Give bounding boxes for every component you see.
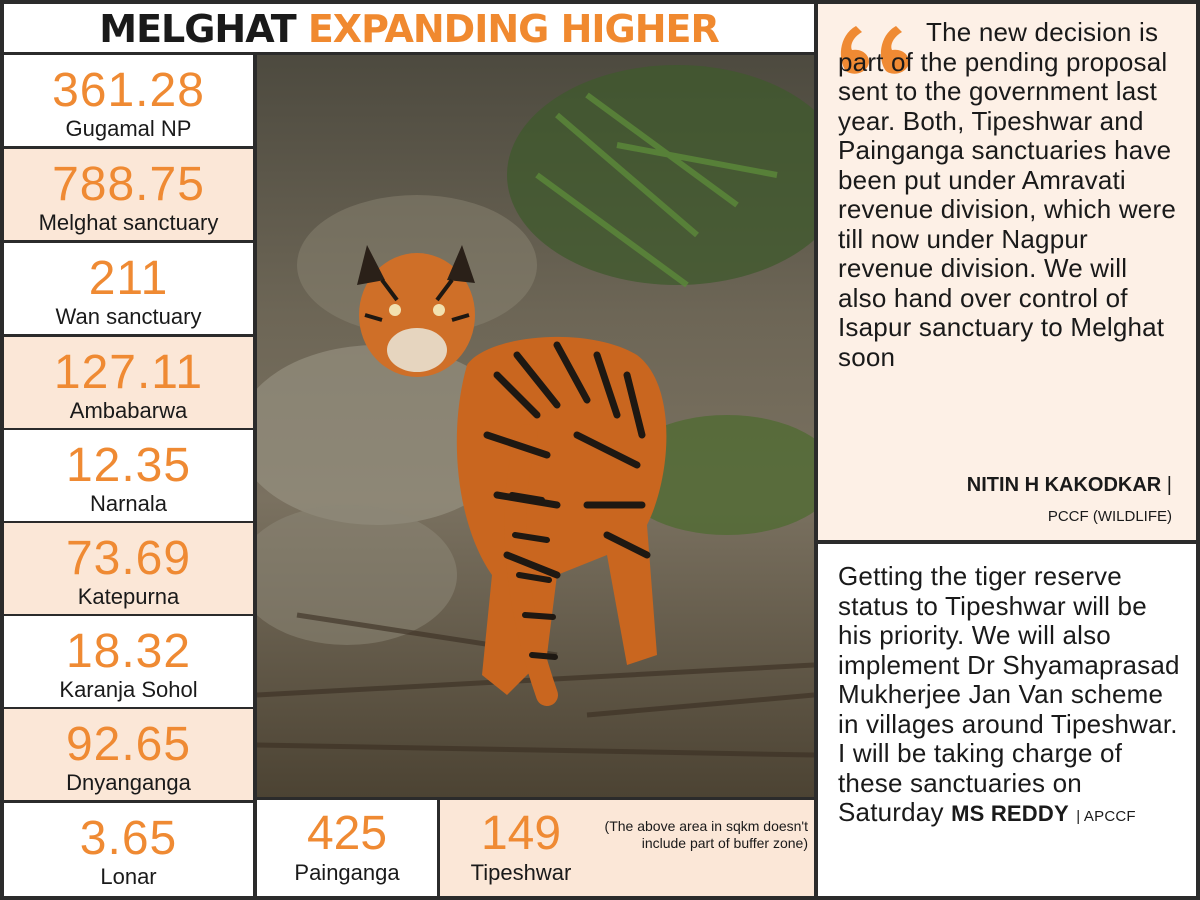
stat-ambabarwa: 127.11 Ambabarwa <box>4 337 253 428</box>
stat-value: 12.35 <box>65 439 192 492</box>
stat-value: 92.65 <box>65 718 192 771</box>
stat-value: 18.32 <box>65 625 192 678</box>
stat-label: Dnyanganga <box>66 770 191 795</box>
stat-value: 127.11 <box>53 346 204 399</box>
stat-tipeshwar: 149 Tipeshwar <box>440 800 602 886</box>
stat-label: Gugamal NP <box>65 116 192 141</box>
quote-reddy: Getting the tiger reserve status to Tipe… <box>818 544 1196 896</box>
stat-label: Painganga <box>294 860 400 885</box>
stat-value: 149 <box>480 807 562 860</box>
quote-text: The new decision is part of the pending … <box>838 17 1176 372</box>
stat-value: 211 <box>88 252 169 305</box>
stat-value: 425 <box>306 807 388 860</box>
stat-narnala: 12.35 Narnala <box>4 430 253 521</box>
stat-wan: 211 Wan sanctuary <box>4 243 253 334</box>
stat-value: 3.65 <box>79 812 178 865</box>
stat-label: Tipeshwar <box>470 860 572 885</box>
quote-mark-icon <box>840 26 910 74</box>
stat-label: Narnala <box>89 491 168 516</box>
stat-painganga: 425 Painganga <box>257 800 437 896</box>
stat-label: Wan sanctuary <box>55 304 202 329</box>
area-footnote: (The above area in sqkm doesn't include … <box>604 818 808 851</box>
stat-gugamal: 361.28 Gugamal NP <box>4 55 253 146</box>
stat-label: Katepurna <box>77 584 180 609</box>
stat-label: Karanja Sohol <box>59 677 198 702</box>
stat-dnyanganga: 92.65 Dnyanganga <box>4 709 253 800</box>
author-name: NITIN H KAKODKAR <box>966 474 1162 496</box>
tiger-illustration <box>257 65 814 758</box>
quote-author: MS REDDY <box>951 801 1069 826</box>
quote-kakodkar: The new decision is part of the pending … <box>818 4 1196 540</box>
stat-melghat: 788.75 Melghat sanctuary <box>4 149 253 240</box>
stat-label: Lonar <box>100 864 157 889</box>
title-part-1: MELGHAT <box>99 7 296 51</box>
quote-body: Getting the tiger reserve status to Tipe… <box>838 561 1180 827</box>
stat-label: Melghat sanctuary <box>38 210 219 235</box>
stat-karanja-sohol: 18.32 Karanja Sohol <box>4 616 253 707</box>
author-separator: | <box>1166 474 1172 496</box>
stat-value: 788.75 <box>52 158 205 211</box>
stat-katepurna: 73.69 Katepurna <box>4 523 253 614</box>
quote-author-role: PCCF (WILDLIFE) <box>1047 508 1172 525</box>
page-title: MELGHAT EXPANDING HIGHER <box>4 4 814 52</box>
bottom-peach-panel: 149 Tipeshwar <box>440 800 814 896</box>
stat-value: 361.28 <box>52 64 205 117</box>
title-part-2: EXPANDING HIGHER <box>307 7 720 51</box>
stat-value: 73.69 <box>65 532 192 585</box>
stat-label: Ambabarwa <box>69 398 188 423</box>
quote-author: NITIN H KAKODKAR | <box>967 474 1172 497</box>
quote-author-role: | APCCF <box>1076 808 1136 825</box>
quote-text: Getting the tiger reserve status to Tipe… <box>838 561 1183 832</box>
tiger-photo <box>257 55 814 797</box>
stat-lonar: 3.65 Lonar <box>4 803 253 896</box>
